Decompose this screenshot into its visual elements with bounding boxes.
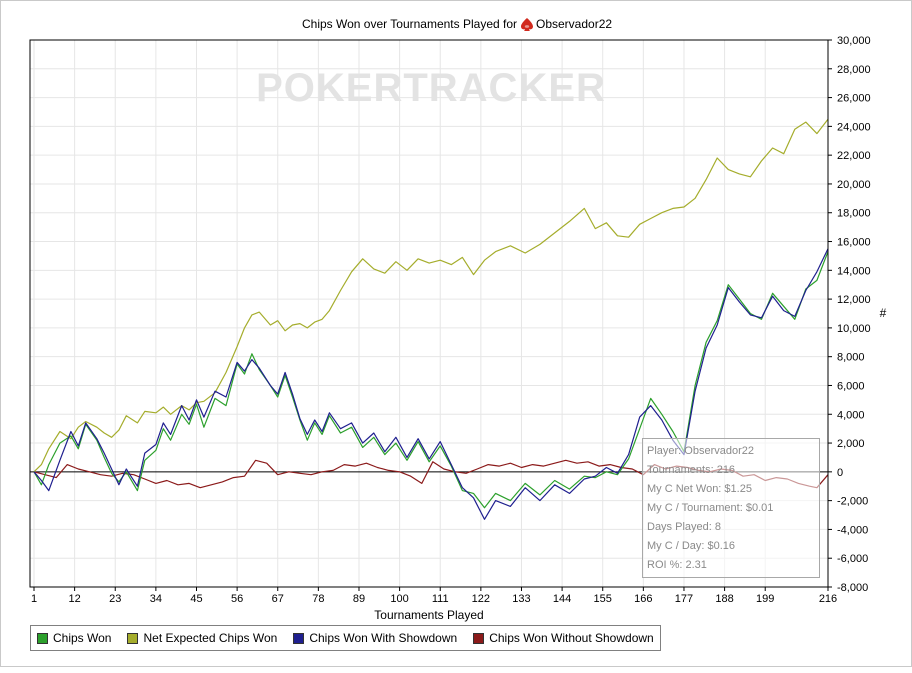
legend-swatch [473, 632, 485, 644]
legend-swatch [37, 632, 48, 644]
y-tick-label: 26,000 [837, 93, 871, 105]
legend-item-with-showdown[interactable]: Chips Won With Showdown [293, 631, 457, 645]
y-tick-label: -8,000 [837, 582, 868, 594]
tooltip-days-played: Days Played: 8 [647, 521, 721, 533]
y-tick-label: 8,000 [837, 352, 865, 364]
x-tick-label: 155 [594, 593, 612, 605]
legend-swatch [127, 632, 139, 644]
tooltip-net-won: My C Net Won: $1.25 [647, 483, 752, 495]
legend-label: Chips Won [53, 631, 112, 645]
series-line-net-expected-chips-won [33, 118, 829, 473]
y-tick-label: -4,000 [837, 524, 868, 536]
x-tick-label: 216 [819, 593, 837, 605]
x-tick-label: 56 [231, 593, 243, 605]
x-tick-label: 67 [272, 593, 284, 605]
chart-title-group: Chips Won over Tournaments Played for Ob… [302, 17, 612, 31]
y-tick-label: -6,000 [837, 553, 868, 565]
y-tick-label: 20,000 [837, 179, 871, 191]
y-tick-label: 6,000 [837, 380, 865, 392]
y-tick-label: 30,000 [837, 35, 871, 47]
y-tick-label: 24,000 [837, 121, 871, 133]
legend-label: Chips Won Without Showdown [489, 631, 654, 645]
y-tick-label: 16,000 [837, 237, 871, 249]
y-tick-label: 12,000 [837, 294, 871, 306]
x-tick-label: 188 [715, 593, 733, 605]
y-tick-label: 14,000 [837, 265, 871, 277]
y-tick-label: 22,000 [837, 150, 871, 162]
y-tick-label: 0 [837, 467, 843, 479]
legend-item-chips-won[interactable]: Chips Won [37, 631, 111, 645]
legend-label: Chips Won With Showdown [309, 631, 458, 645]
tooltip-per-tournament: My C / Tournament: $0.01 [647, 502, 774, 514]
x-tick-label: 12 [68, 593, 80, 605]
y-tick-label: 2,000 [837, 438, 865, 450]
x-axis-label: Tournaments Played [374, 608, 483, 622]
x-tick-label: 122 [472, 593, 490, 605]
legend-label: Net Expected Chips Won [143, 631, 278, 645]
legend-item-without-showdown[interactable]: Chips Won Without Showdown [473, 631, 654, 645]
y-axis-label: # [880, 306, 887, 320]
legend-swatch [293, 632, 305, 644]
chart-title-player: Observador22 [536, 17, 612, 31]
stats-tooltip: Player: Observador22 Tournaments: 216 My… [642, 438, 820, 578]
tooltip-roi: ROI %: 2.31 [647, 559, 707, 571]
x-tick-label: 100 [390, 593, 408, 605]
x-tick-label: 45 [190, 593, 202, 605]
chart-legend: Chips Won Net Expected Chips Won Chips W… [30, 625, 661, 651]
tooltip-player: Player: Observador22 [647, 445, 754, 457]
y-tick-label: 4,000 [837, 409, 865, 421]
tooltip-per-day: My C / Day: $0.16 [647, 540, 736, 552]
x-tick-label: 111 [432, 593, 449, 605]
tooltip-tournaments: Tournaments: 216 [647, 464, 736, 476]
x-tick-label: 177 [675, 593, 693, 605]
x-tick-label: 78 [312, 593, 324, 605]
x-tick-label: 89 [353, 593, 365, 605]
y-tick-label: 10,000 [837, 323, 871, 335]
x-tick-label: 34 [150, 593, 162, 605]
x-tick-label: 199 [756, 593, 774, 605]
x-axis: 1 12 23 34 45 56 67 78 89 100 111 122 133 144 155 166 17… [31, 587, 837, 605]
x-tick-label: 144 [553, 593, 571, 605]
y-tick-label: 18,000 [837, 208, 871, 220]
poker-spade-icon [521, 18, 533, 31]
x-tick-label: 166 [634, 593, 652, 605]
watermark: POKERTRACKER [256, 66, 606, 110]
chart-title: Chips Won over Tournaments Played for [302, 17, 517, 31]
y-axis: 30,000 28,000 26,000 24,000 22,000 20,000 18,0… [828, 35, 871, 594]
x-tick-label: 133 [512, 593, 530, 605]
legend-item-net-expected[interactable]: Net Expected Chips Won [127, 631, 277, 645]
x-tick-label: 1 [31, 593, 37, 605]
plot-frame [29, 39, 829, 588]
y-tick-label: -2,000 [837, 496, 868, 508]
x-tick-label: 23 [109, 593, 121, 605]
y-tick-label: 28,000 [837, 64, 871, 76]
